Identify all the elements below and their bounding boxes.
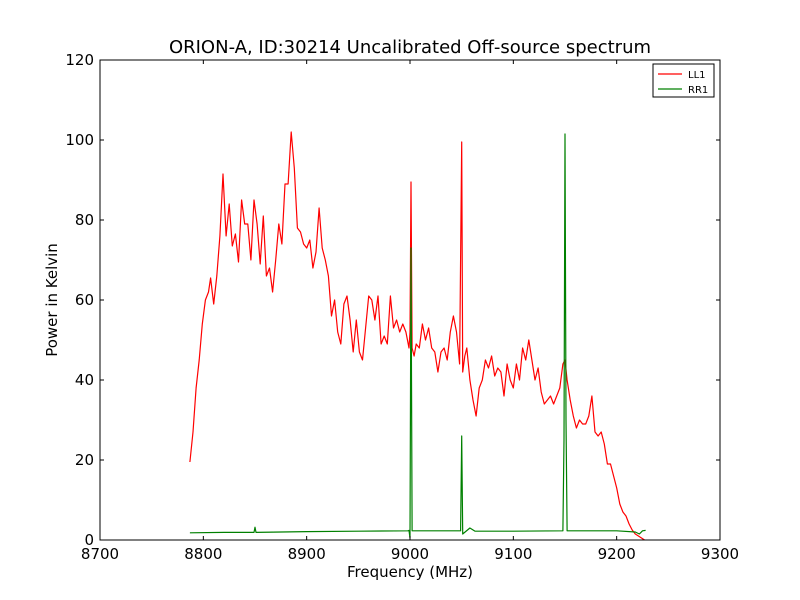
y-axis: 0 20 40 60 80 100 120 xyxy=(65,51,720,549)
legend-label-ll1: LL1 xyxy=(688,70,706,81)
x-tick-label: 8800 xyxy=(184,545,222,563)
series-layer xyxy=(189,131,646,541)
y-tick-label: 100 xyxy=(65,131,94,149)
x-axis-label: Frequency (MHz) xyxy=(347,563,473,581)
series-line-rr1 xyxy=(189,133,646,539)
x-tick-label: 8900 xyxy=(288,545,326,563)
chart-title: ORION-A, ID:30214 Uncalibrated Off-sourc… xyxy=(169,37,651,58)
x-tick-label: 9000 xyxy=(391,545,429,563)
legend-box xyxy=(652,63,715,98)
x-tick-label: 8700 xyxy=(81,545,119,563)
x-tick-label: 9300 xyxy=(701,545,739,563)
y-tick-label: 60 xyxy=(75,291,94,309)
y-tick-label: 20 xyxy=(75,451,94,469)
x-tick-label: 9100 xyxy=(494,545,532,563)
y-axis-label: Power in Kelvin xyxy=(43,243,61,357)
y-tick-label: 40 xyxy=(75,371,94,389)
y-tick-label: 80 xyxy=(75,211,94,229)
x-tick-label: 9200 xyxy=(598,545,636,563)
y-tick-label: 0 xyxy=(84,531,94,549)
legend-label-rr1: RR1 xyxy=(688,85,708,96)
y-tick-label: 120 xyxy=(65,51,94,69)
x-axis: 8700 8800 8900 9000 9100 9200 9300 xyxy=(81,60,739,563)
series-line-ll1 xyxy=(189,131,645,541)
